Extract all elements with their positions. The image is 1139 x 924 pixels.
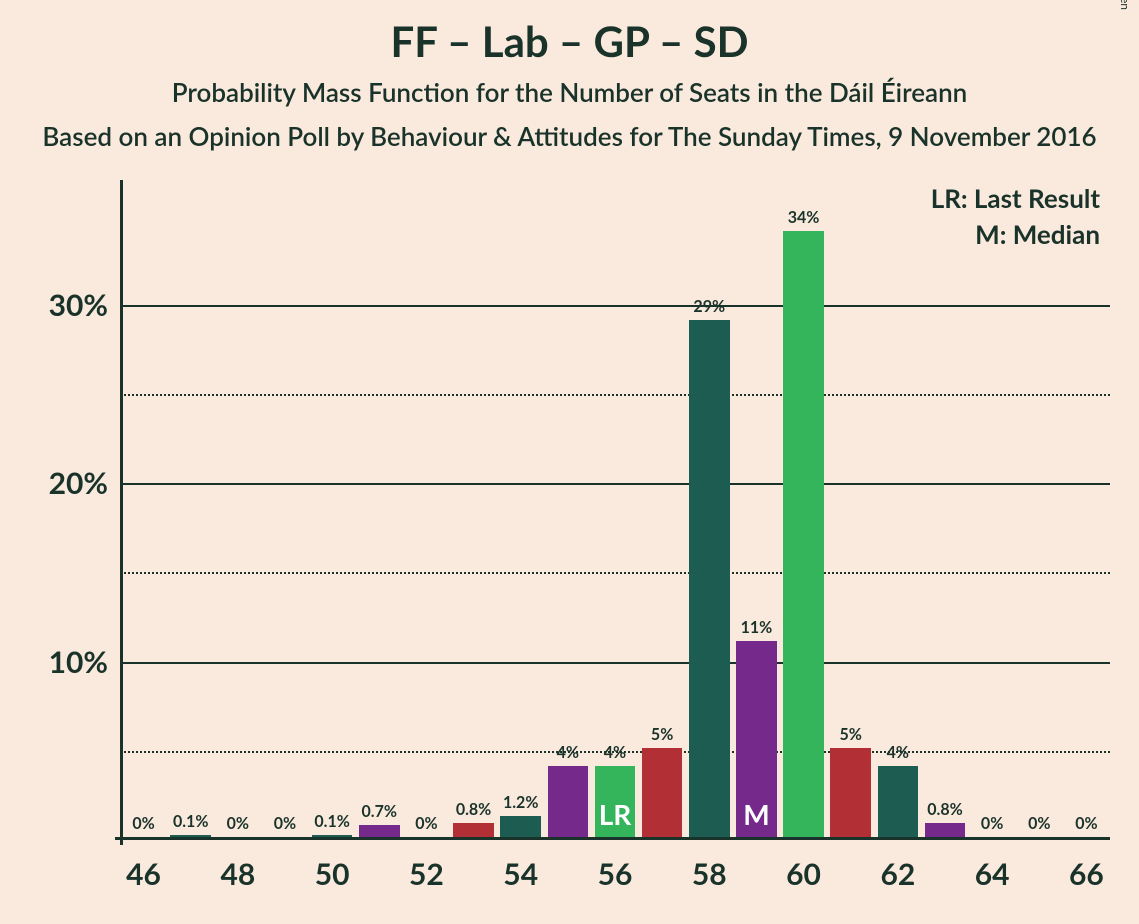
gridline-minor (120, 572, 1110, 574)
gridline-major (120, 305, 1110, 307)
bar-value-label: 5% (651, 725, 673, 744)
bar-value-label: 0.1% (314, 812, 349, 831)
copyright-text: © 2020 Filip van Laenen (1118, 0, 1133, 10)
bar: 0.1% (170, 835, 211, 837)
bar-value-label: 0% (274, 814, 296, 833)
x-tick-label: 58 (692, 856, 727, 892)
gridline-major (120, 662, 1110, 664)
chart-title: FF – Lab – GP – SD (0, 16, 1139, 66)
bar-value-label: 5% (840, 725, 862, 744)
bar: 0.7% (359, 825, 400, 837)
bar-value-label: 0% (227, 814, 249, 833)
legend: LR: Last Result M: Median (931, 180, 1100, 253)
y-axis-line (120, 180, 123, 845)
x-tick-label: 64 (975, 856, 1010, 892)
bar-marker-label: LR (599, 797, 632, 831)
x-axis-line (115, 837, 1110, 840)
bar-value-label: 4% (557, 743, 579, 762)
bar-value-label: 29% (693, 297, 725, 316)
legend-lr: LR: Last Result (931, 180, 1100, 216)
y-tick-label: 30% (49, 287, 120, 323)
bar-marker-label: M (743, 797, 769, 831)
bar-value-label: 0% (1028, 814, 1050, 833)
bar-value-label: 0.7% (362, 802, 397, 821)
legend-m: M: Median (931, 216, 1100, 252)
chart-subtitle: Probability Mass Function for the Number… (0, 76, 1139, 108)
bar-value-label: 0% (981, 814, 1003, 833)
bar: 5% (642, 748, 683, 837)
bar-value-label: 1.2% (503, 793, 538, 812)
bar-value-label: 0% (415, 814, 437, 833)
bar-value-label: 4% (604, 743, 626, 762)
x-tick-label: 56 (598, 856, 633, 892)
x-tick-label: 66 (1069, 856, 1104, 892)
bar: 4%LR (595, 766, 636, 837)
bar-value-label: 0% (1075, 814, 1097, 833)
bar-value-label: 0.8% (927, 800, 962, 819)
bar: 29% (689, 320, 730, 837)
x-tick-label: 62 (880, 856, 915, 892)
x-tick-label: 50 (315, 856, 350, 892)
bar: 1.2% (500, 816, 541, 837)
bar-value-label: 0% (132, 814, 154, 833)
bar-value-label: 4% (887, 743, 909, 762)
bar-value-label: 11% (741, 618, 773, 637)
bar: 5% (830, 748, 871, 837)
y-tick-label: 10% (49, 644, 120, 680)
gridline-minor (120, 394, 1110, 396)
x-tick-label: 54 (503, 856, 538, 892)
x-tick-label: 52 (409, 856, 444, 892)
bar-value-label: 0.1% (173, 812, 208, 831)
x-tick-label: 60 (786, 856, 821, 892)
y-tick-label: 20% (49, 465, 120, 501)
x-tick-label: 46 (126, 856, 161, 892)
bar-value-label: 34% (788, 208, 820, 227)
bar: 0.1% (312, 835, 353, 837)
bar: 34% (783, 231, 824, 837)
bar: 0.8% (925, 823, 966, 837)
bar: 4% (878, 766, 919, 837)
bar-value-label: 0.8% (456, 800, 491, 819)
chart-container: FF – Lab – GP – SD Probability Mass Func… (0, 0, 1139, 924)
chart-source: Based on an Opinion Poll by Behaviour & … (0, 120, 1139, 152)
bar: 0.8% (453, 823, 494, 837)
x-tick-label: 48 (220, 856, 255, 892)
bar: 4% (548, 766, 589, 837)
gridline-major (120, 483, 1110, 485)
plot-area: LR: Last Result M: Median 10%20%30%46485… (120, 180, 1110, 840)
titles-block: FF – Lab – GP – SD Probability Mass Func… (0, 10, 1139, 152)
bar: 11%M (736, 641, 777, 837)
